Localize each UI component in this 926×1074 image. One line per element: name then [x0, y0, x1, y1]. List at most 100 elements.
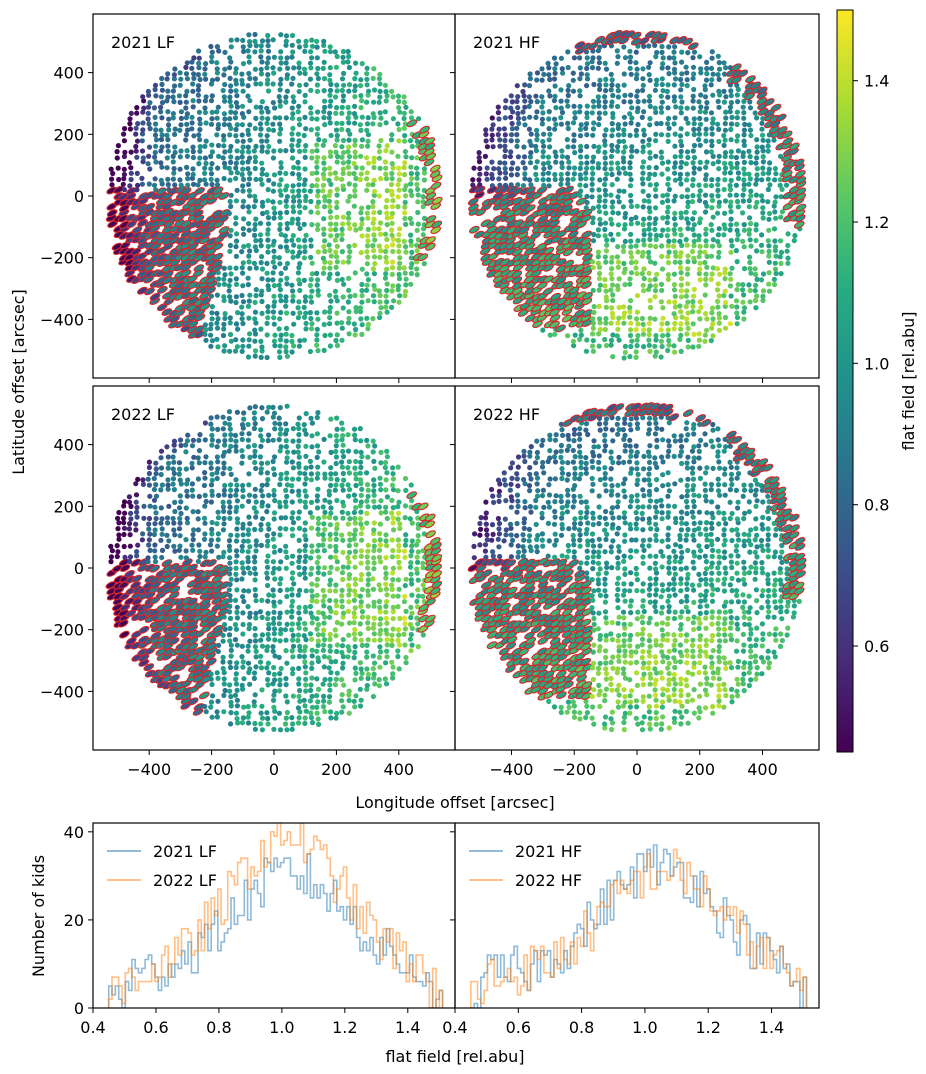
- kid-point: [277, 587, 283, 594]
- kid-point: [202, 520, 208, 526]
- kid-point: [222, 66, 228, 72]
- kid-point: [629, 254, 635, 260]
- kid-point: [283, 303, 289, 309]
- kid-point: [228, 159, 234, 165]
- kid-point: [195, 182, 201, 188]
- kid-point: [252, 338, 258, 344]
- kid-point: [158, 177, 164, 183]
- kid-point: [165, 520, 171, 526]
- kid-point: [358, 83, 364, 89]
- kid-point: [409, 249, 415, 255]
- kid-point: [277, 131, 283, 137]
- kid-point: [514, 132, 520, 138]
- kid-point: [715, 121, 721, 127]
- kid-point: [327, 221, 334, 227]
- kid-point: [647, 236, 653, 243]
- kid-point: [221, 508, 227, 514]
- kid-point: [332, 554, 339, 560]
- kid-point: [245, 159, 251, 165]
- kid-point: [270, 100, 276, 106]
- kid-point: [753, 192, 760, 198]
- kid-point: [635, 238, 641, 244]
- kid-point: [722, 270, 728, 276]
- kid-point: [346, 275, 352, 281]
- kid-point: [296, 65, 302, 71]
- kid-point: [152, 149, 158, 156]
- kid-point: [133, 148, 139, 154]
- kid-point: [352, 222, 358, 228]
- kid-point: [290, 254, 296, 260]
- kid-point: [483, 131, 489, 138]
- kid-point: [314, 498, 320, 504]
- kid-point: [403, 282, 409, 288]
- kid-point: [414, 181, 420, 187]
- kid-point: [658, 120, 664, 127]
- kid-point: [271, 466, 277, 472]
- kid-point: [641, 276, 647, 282]
- kid-point: [196, 48, 202, 54]
- kid-point: [214, 336, 220, 342]
- kid-point: [278, 444, 284, 450]
- kid-point: [296, 415, 302, 421]
- kid-point: [315, 348, 321, 354]
- kid-point: [641, 266, 647, 272]
- kid-point: [221, 326, 227, 332]
- kid-point: [339, 120, 345, 126]
- kid-point: [251, 204, 257, 210]
- kid-point: [620, 155, 627, 161]
- kid-point: [508, 182, 514, 188]
- kid-point: [565, 176, 571, 183]
- kid-point: [640, 149, 646, 155]
- kid-point: [634, 271, 640, 277]
- kid-point: [259, 643, 266, 649]
- kid-point: [633, 243, 639, 249]
- kid-point: [328, 227, 334, 233]
- kid-point: [390, 248, 396, 255]
- kid-point: [301, 221, 307, 227]
- kid-point: [321, 160, 327, 166]
- kid-point: [277, 115, 283, 121]
- kid-point: [253, 143, 259, 149]
- kid-point: [659, 43, 665, 50]
- kid-point: [334, 332, 340, 338]
- kid-point: [665, 82, 671, 88]
- kid-point: [245, 704, 251, 710]
- kid-point: [341, 82, 347, 88]
- kid-point: [389, 232, 395, 238]
- kid-point: [176, 526, 183, 532]
- kid-point: [565, 92, 571, 99]
- kid-point: [652, 187, 659, 193]
- kid-point: [258, 665, 265, 671]
- kid-point: [326, 699, 332, 705]
- kid-point: [145, 110, 151, 116]
- kid-point: [340, 665, 346, 671]
- kid-point: [227, 94, 233, 100]
- kid-point: [283, 565, 289, 571]
- kid-point: [653, 244, 659, 250]
- kid-point: [665, 181, 671, 187]
- kid-point: [647, 348, 653, 354]
- kid-point: [151, 486, 157, 493]
- kid-point: [284, 660, 290, 666]
- kid-point: [264, 172, 270, 178]
- kid-point: [327, 543, 333, 549]
- kid-point: [241, 538, 247, 544]
- kid-point: [253, 514, 259, 520]
- kid-point: [177, 154, 183, 160]
- kid-point: [320, 255, 326, 261]
- kid-point: [259, 115, 265, 121]
- kid-point: [140, 94, 146, 100]
- kid-point: [353, 482, 359, 489]
- kid-point: [628, 92, 634, 98]
- kid-point: [698, 92, 704, 98]
- kid-point: [228, 37, 234, 43]
- kid-point: [295, 720, 302, 726]
- kid-point: [333, 227, 339, 233]
- kid-point: [702, 199, 709, 206]
- kid-point: [228, 44, 234, 50]
- kid-point: [228, 271, 234, 277]
- kid-point: [252, 49, 258, 55]
- kid-point: [227, 509, 233, 515]
- kid-point: [241, 410, 247, 416]
- kid-point: [646, 249, 652, 255]
